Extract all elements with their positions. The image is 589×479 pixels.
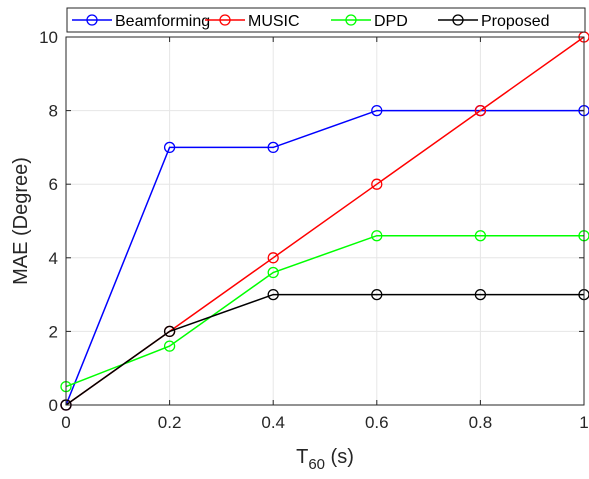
y-tick-label: 6 bbox=[49, 175, 58, 194]
y-tick-label: 8 bbox=[49, 102, 58, 121]
data-point-music bbox=[474, 104, 487, 117]
x-axis-label-subscript: 60 bbox=[308, 456, 325, 473]
x-tick-label: 0.4 bbox=[261, 413, 285, 432]
legend-item-music: MUSIC bbox=[205, 13, 300, 30]
legend: Beamforming MUSIC DPD Proposed bbox=[66, 7, 586, 33]
data-point-dpd bbox=[371, 230, 383, 242]
data-point-beamforming bbox=[371, 104, 383, 117]
legend-label-music: MUSIC bbox=[248, 13, 300, 30]
legend-marker-proposed bbox=[452, 14, 464, 26]
legend-item-dpd: DPD bbox=[331, 13, 408, 30]
y-axis-label: MAE (Degree) bbox=[10, 157, 32, 285]
x-axis-label-main: T bbox=[296, 446, 308, 468]
data-point-proposed bbox=[163, 325, 176, 338]
legend-label-proposed: Proposed bbox=[481, 13, 550, 30]
legend-label-beamforming: Beamforming bbox=[115, 13, 210, 30]
data-point-music bbox=[371, 178, 383, 190]
data-point-proposed bbox=[371, 288, 383, 301]
legend-marker-music bbox=[219, 14, 231, 26]
legend-box bbox=[66, 7, 586, 33]
x-tick-label: 1 bbox=[579, 413, 588, 432]
x-tick-label: 0.6 bbox=[365, 413, 389, 432]
series-dpd bbox=[60, 230, 589, 393]
data-point-proposed bbox=[474, 288, 487, 301]
plot-area-frame bbox=[65, 36, 585, 406]
y-tick-label: 4 bbox=[49, 249, 58, 268]
legend-marker-beamforming bbox=[86, 14, 98, 26]
data-point-dpd bbox=[267, 266, 279, 279]
data-point-dpd bbox=[474, 230, 487, 242]
legend-item-beamforming: Beamforming bbox=[72, 13, 210, 30]
legend-marker-dpd bbox=[345, 14, 357, 26]
y-tick-label: 10 bbox=[39, 28, 58, 47]
y-tick-label: 0 bbox=[49, 396, 58, 415]
data-point-music bbox=[267, 252, 279, 264]
data-point-proposed bbox=[267, 288, 279, 301]
series-layer bbox=[60, 31, 589, 411]
series-line-dpd bbox=[65, 234, 584, 388]
series-proposed bbox=[60, 288, 589, 411]
data-point-dpd bbox=[163, 340, 176, 352]
x-tick-label: 0.2 bbox=[158, 413, 182, 432]
y-tick-label: 2 bbox=[49, 322, 58, 341]
data-point-beamforming bbox=[267, 141, 279, 154]
x-tick-label: 0.8 bbox=[469, 413, 493, 432]
series-line-beamforming bbox=[65, 109, 584, 406]
series-line-proposed bbox=[65, 293, 584, 406]
legend-label-dpd: DPD bbox=[374, 13, 408, 30]
x-tick-label: 0 bbox=[61, 413, 70, 432]
x-axis-label: T60 (s) bbox=[296, 446, 354, 473]
x-axis-label-unit: (s) bbox=[325, 446, 354, 468]
legend-item-proposed: Proposed bbox=[438, 13, 550, 30]
data-point-beamforming bbox=[163, 141, 176, 154]
